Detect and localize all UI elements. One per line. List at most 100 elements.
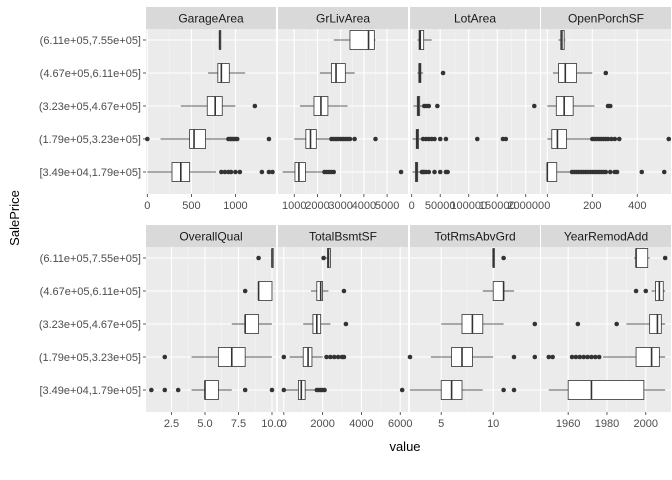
box-openporchsf-2 [547,96,613,116]
x-tick-label: 400 [628,200,646,212]
outlier-point [609,136,614,142]
x-tick-label: 50000 [425,200,456,212]
facet-title: TotalBsmtSF [309,230,377,244]
x-tick-label: 10 [487,418,499,430]
box-openporchsf-4 [558,30,566,50]
box-iqr [217,63,230,83]
outlier-point [666,136,672,142]
x-tick-label: 200000 [507,200,544,212]
outlier-point [532,321,538,327]
facet-yearremodadd: YearRemodAdd 1960 1980 2000 [541,225,671,430]
box-overallqual-2 [231,314,272,334]
box-totalbsmtsf-2 [303,314,349,334]
facet-strip [146,225,276,247]
x-tick-label: 4000 [352,200,376,212]
box-openporchsf-3 [552,63,609,83]
outlier-point [443,136,449,142]
box-garagearea-3 [208,63,246,83]
outlier-point [511,387,517,393]
box-iqr [294,162,306,182]
box-yearremodadd-2 [575,314,666,334]
outlier-point [256,255,261,261]
outlier-point [511,354,517,360]
outlier-point [605,136,611,142]
outlier-point [328,354,333,360]
outlier-point [322,387,327,393]
y-tick-label: (3.23e+05,4.67e+05] [39,101,141,113]
x-tick-label: 5.0 [197,418,212,430]
outlier-point [437,136,443,142]
outlier-point [321,255,326,261]
x-tick-label: 200 [583,200,601,212]
box-totrmsabvgrd-4 [492,248,506,268]
y-axis-title: SalePrice [7,190,22,246]
box-yearremodadd-0 [548,380,666,400]
box-iqr [316,281,324,301]
outlier-point [603,169,609,175]
box-totalbsmtsf-0 [281,380,405,400]
outlier-point [614,321,619,327]
outlier-point [546,354,552,360]
x-tick-label: 4000 [349,418,373,430]
outlier-point [639,169,645,175]
box-overallqual-3 [242,281,273,301]
outlier-point [242,288,248,294]
outlier-point [259,169,265,175]
box-overallqual-4 [256,248,274,268]
x-tick-label: 3000 [328,200,352,212]
x-tick-label: 2000 [634,418,658,430]
facet-title: YearRemodAdd [564,230,648,244]
box-yearremodadd-1 [546,347,666,367]
outlier-point [162,354,168,360]
box-grlivarea-4 [333,30,376,50]
box-lotarea-4 [417,30,432,50]
facet-strip [541,225,671,247]
x-tick-label: 6000 [388,418,412,430]
outlier-point [242,387,248,393]
outlier-point [432,136,437,142]
outlier-point [585,354,590,360]
facet-overallqual: OverallQual 2.5 5.0 7.5 10.0 [146,225,283,430]
y-tick-label: (3.23e+05,4.67e+05] [39,319,141,331]
box-iqr [635,347,660,367]
outlier-point [532,354,538,360]
x-tick-label: 10.0 [261,418,282,430]
box-iqr [244,314,259,334]
outlier-point [347,136,353,142]
box-garagearea-1 [145,129,272,149]
box-iqr [189,129,206,149]
x-tick-label: 150000 [479,200,516,212]
box-totalbsmtsf-3 [310,281,347,301]
facet-strip [410,225,540,247]
outlier-point [569,354,575,360]
outlier-point [162,387,168,393]
outlier-point [474,136,480,142]
x-tick-label: 0 [281,418,287,430]
box-overallqual-1 [162,347,272,367]
x-tick-label: 5000 [375,200,399,212]
box-yearremodadd-4 [634,248,668,268]
outlier-point [269,387,275,393]
box-iqr [551,129,567,149]
outlier-point [266,136,272,142]
y-category-labels: [3.49e+04,1.79e+05] (1.79e+05,3.23e+05] (3… [39,35,146,397]
y-tick-label: (6.11e+05,7.55e+05] [40,253,141,265]
facet-title: LotArea [454,12,496,26]
outlier-point [550,354,555,360]
outlier-point [335,354,341,360]
x-tick-label: 2000 [310,418,334,430]
outlier-point [341,354,347,360]
y-tick-label: (1.79e+05,3.23e+05] [39,352,141,364]
outlier-point [373,136,378,142]
box-totrmsabvgrd-2 [441,314,538,334]
box-iqr [649,314,662,334]
box-iqr [635,248,649,268]
box-overallqual-0 [149,380,275,400]
box-grlivarea-3 [319,63,355,83]
outlier-point [324,354,329,360]
box-lotarea-2 [413,96,537,116]
